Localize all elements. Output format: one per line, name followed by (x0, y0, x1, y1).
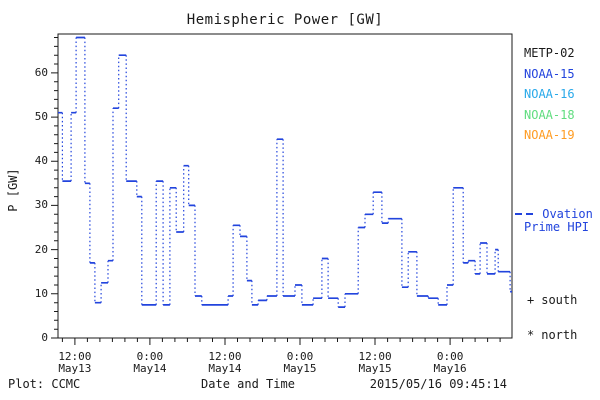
x-tick-label: 12:00 May13 (58, 350, 92, 375)
x-tick-label: 12:00 May14 (208, 350, 242, 375)
y-tick-label: 30 (34, 198, 48, 212)
legend-item-noaa-19: NOAA-19 (524, 128, 575, 142)
y-tick-label: 20 (34, 242, 48, 256)
hpi-step-connectors (61, 37, 511, 308)
y-tick-label: 0 (41, 331, 48, 344)
x-axis-title: Date and Time (201, 377, 295, 391)
y-tick-label: 50 (34, 110, 48, 124)
legend-item-noaa-18: NOAA-18 (524, 107, 575, 122)
x-tick-label: 0:00 May16 (433, 350, 467, 375)
north-label: north (541, 328, 578, 342)
legend-item-noaa-15: NOAA-15 (524, 66, 575, 81)
dashed-line-sample-icon (526, 212, 533, 215)
y-tick-label: 10 (34, 286, 48, 300)
y-tick-label: 40 (34, 154, 48, 168)
plus-marker-icon: + (527, 293, 535, 307)
plot-credit: Plot: CCMC (8, 377, 81, 391)
x-tick-label: 0:00 May14 (133, 350, 167, 375)
south-label: south (541, 293, 578, 307)
plot-frame (57, 33, 513, 339)
chart-title: Hemispheric Power [GW] (186, 12, 384, 28)
ovation-label-line2: Prime HPI (524, 220, 590, 234)
legend-north-marker: * north (527, 328, 577, 342)
ovation-line-1: Ovation (513, 208, 593, 221)
x-tick-label: 12:00 May15 (358, 350, 392, 375)
axis-ticks (51, 37, 501, 345)
legend-item-noaa-16: NOAA-16 (524, 87, 575, 101)
asterisk-marker-icon: * (527, 328, 535, 342)
generated-timestamp: 2015/05/16 09:45:14 (369, 377, 507, 391)
legend-ovation-prime: Ovation Prime HPI (513, 208, 593, 234)
legend-item-metp-02: METP-02 (524, 46, 575, 60)
ovation-label-line1: Ovation (542, 207, 593, 221)
dashed-line-sample-icon (515, 212, 522, 215)
legend-south-marker: + south (527, 293, 577, 307)
y-tick-label: 60 (34, 65, 48, 79)
hpi-step-line (58, 36, 512, 308)
x-tick-label: 0:00 May15 (283, 350, 317, 375)
